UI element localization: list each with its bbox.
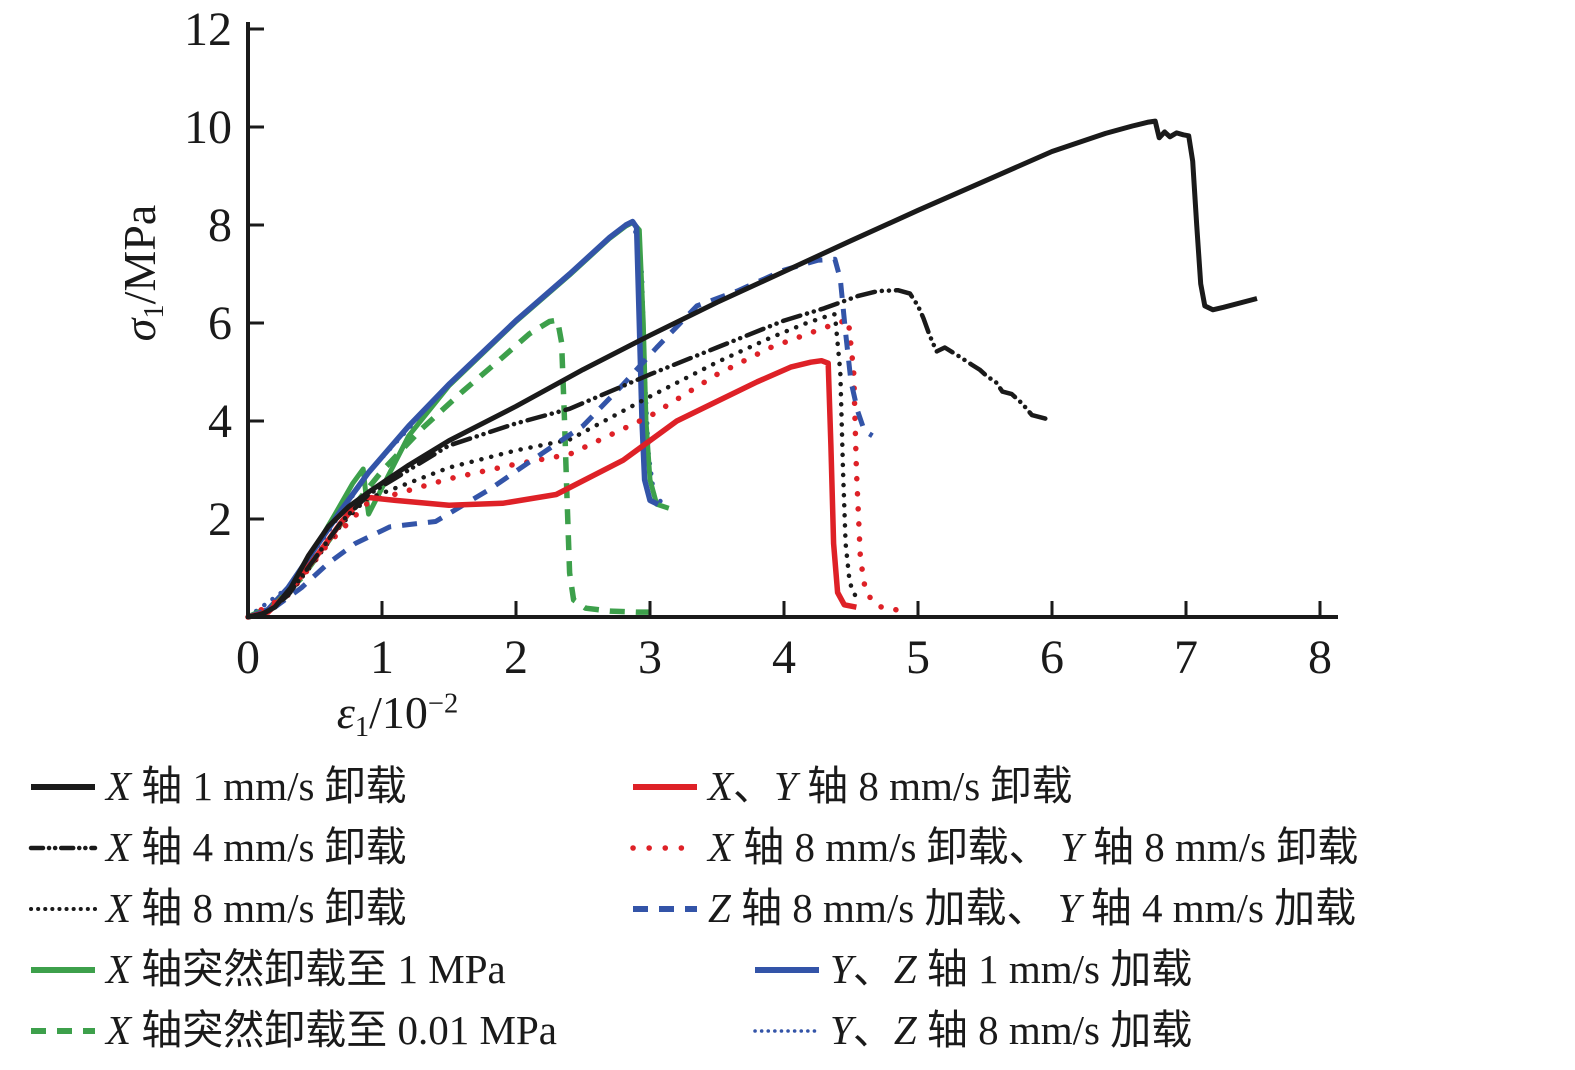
y-tick-label-4: 4 (208, 395, 232, 448)
series-x-sudden-unload-0p01mpa (246, 317, 658, 620)
label-segment: Y (774, 763, 797, 809)
legend-item-x-4mms-unload: X 轴 4 mm/s 卸载 (28, 817, 620, 878)
x-tick-label-5: 5 (906, 631, 930, 684)
legend-label: X 轴 1 mm/s 卸载 (106, 766, 407, 807)
legend-label: X 轴突然卸载至 0.01 MPa (106, 1010, 557, 1051)
series-xy-8mms-unload (247, 357, 857, 620)
legend-label: Y、Z 轴 1 mm/s 加载 (830, 949, 1192, 990)
label-segment: 、 (733, 763, 775, 809)
label-segment: ε (336, 687, 355, 738)
label-segment: σ (114, 318, 165, 342)
dotted-sparse-line-swatch (630, 844, 700, 851)
label-segment: Z (893, 946, 917, 992)
legend-label: X、Y 轴 8 mm/s 卸载 (708, 766, 1073, 807)
legend-item-x-8mms-unload: X 轴 8 mm/s 卸载 (28, 878, 620, 939)
label-segment: 、 (852, 946, 894, 992)
label-segment: Y (830, 946, 853, 992)
series-z8-load-y4-load (247, 256, 874, 620)
legend-label: X 轴 4 mm/s 卸载 (106, 827, 407, 868)
legend-item-x-sudden-unload-1mpa: X 轴突然卸载至 1 MPa (28, 939, 620, 1000)
legend-item-yz-8mms-load: Y、Z 轴 8 mm/s 加载 (752, 1000, 1575, 1061)
label-segment: 1 (138, 304, 170, 319)
label-segment: 轴 8 mm/s 卸载 (131, 885, 407, 931)
x-tick-label-1: 1 (370, 631, 394, 684)
label-segment: 轴 1 mm/s 卸载 (131, 763, 407, 809)
x-tick-label-8: 8 (1308, 631, 1332, 684)
series-x-4mms-unload (245, 287, 1048, 620)
label-segment: 轴 8 mm/s 卸载 (796, 763, 1073, 809)
label-segment: 轴 8 mm/s 加载 (916, 1007, 1193, 1053)
solid-line-swatch (755, 966, 819, 973)
series-x-1mms-unload (247, 118, 1258, 620)
x-tick-label-4: 4 (772, 631, 796, 684)
label-segment: 轴 4 mm/s 加载 (1080, 885, 1357, 931)
label-segment: 轴突然卸载至 1 MPa (131, 946, 506, 992)
y-tick-label-10: 10 (184, 101, 232, 154)
dashed-line-swatch (633, 905, 697, 912)
label-segment: X (106, 946, 132, 992)
label-segment: 、 (852, 1007, 894, 1053)
label-segment: 轴 4 mm/s 卸载 (131, 824, 407, 870)
solid-line-swatch (31, 966, 95, 973)
label-segment: Y (830, 1007, 853, 1053)
x-tick-label-6: 6 (1040, 631, 1064, 684)
label-segment: X (708, 763, 734, 809)
x-tick-label-7: 7 (1174, 631, 1198, 684)
y-tick-label-6: 6 (208, 297, 232, 350)
label-segment: 轴突然卸载至 0.01 MPa (131, 1007, 558, 1053)
solid-line-swatch (31, 783, 95, 790)
label-segment: Y (1057, 885, 1081, 931)
y-tick-label-8: 8 (208, 199, 232, 252)
dashdotdot-line-swatch (28, 845, 98, 850)
y-tick-label-12: 12 (184, 3, 232, 56)
label-segment: 轴 8 mm/s 卸载 (1082, 824, 1359, 870)
label-segment: Y (1059, 824, 1083, 870)
x-tick-label-2: 2 (504, 631, 528, 684)
legend: X 轴 1 mm/s 卸载 X 轴 4 mm/s 卸载 X 轴 8 mm/s 卸载 X… (0, 756, 1575, 1070)
label-segment: 轴 8 mm/s 卸载、 (733, 824, 1060, 870)
x-tick-label-3: 3 (638, 631, 662, 684)
legend-item-yz-1mms-load: Y、Z 轴 1 mm/s 加载 (752, 939, 1575, 1000)
legend-item-xy-8mms-unload: X、Y 轴 8 mm/s 卸载 (630, 756, 1575, 817)
x-axis-label: ε1/10−2 (0, 686, 1575, 744)
label-segment: 1 (354, 711, 370, 743)
legend-label: Y、Z 轴 8 mm/s 加载 (830, 1010, 1192, 1051)
dotted-fine-line-swatch (29, 906, 97, 911)
x-axis-label-text: ε1/10−2 (337, 686, 459, 744)
label-segment: X (106, 824, 132, 870)
label-segment: /MPa (114, 204, 165, 305)
label-segment: 轴 8 mm/s 加载、 (730, 885, 1058, 931)
legend-label: X 轴突然卸载至 1 MPa (106, 949, 506, 990)
label-segment: 轴 1 mm/s 加载 (916, 946, 1193, 992)
legend-label: X 轴 8 mm/s 卸载 (106, 888, 407, 929)
label-segment: X (106, 1007, 132, 1053)
solid-line-swatch (633, 783, 697, 790)
x-tick-label-0: 0 (236, 631, 260, 684)
legend-item-x-sudden-unload-0p01mpa: X 轴突然卸载至 0.01 MPa (28, 1000, 620, 1061)
label-segment: Z (893, 1007, 917, 1053)
legend-item-x8-unload-y8-unload: X 轴 8 mm/s 卸载、 Y 轴 8 mm/s 卸载 (630, 817, 1575, 878)
legend-label: Z 轴 8 mm/s 加载、 Y 轴 4 mm/s 加载 (708, 888, 1356, 929)
dotted-micro-line-swatch (753, 1028, 821, 1033)
label-segment: /10 (369, 687, 428, 738)
dashed-line-swatch (31, 1027, 95, 1034)
label-segment: −2 (427, 688, 459, 720)
legend-label: X 轴 8 mm/s 卸载、 Y 轴 8 mm/s 卸载 (708, 827, 1358, 868)
series-x-8mms-unload (245, 311, 863, 620)
chart-figure: 0 1 2 3 4 5 6 7 8 2 4 6 8 10 12 σ1/MPa ε1/10−2 (0, 3, 1575, 744)
legend-item-x-1mms-unload: X 轴 1 mm/s 卸载 (28, 756, 620, 817)
legend-item-z8-load-y4-load: Z 轴 8 mm/s 加载、 Y 轴 4 mm/s 加载 (630, 878, 1575, 939)
label-segment: X (708, 824, 734, 870)
y-axis-label: σ1/MPa (112, 168, 170, 378)
label-segment: X (106, 885, 132, 931)
legend-column-right: X、Y 轴 8 mm/s 卸载 X 轴 8 mm/s 卸载、 Y 轴 8 mm/s… (630, 756, 1575, 1070)
legend-column-left: X 轴 1 mm/s 卸载 X 轴 4 mm/s 卸载 X 轴 8 mm/s 卸载 X… (28, 756, 620, 1070)
y-tick-label-2: 2 (208, 493, 232, 546)
label-segment: X (106, 763, 132, 809)
label-segment: Z (708, 885, 731, 931)
